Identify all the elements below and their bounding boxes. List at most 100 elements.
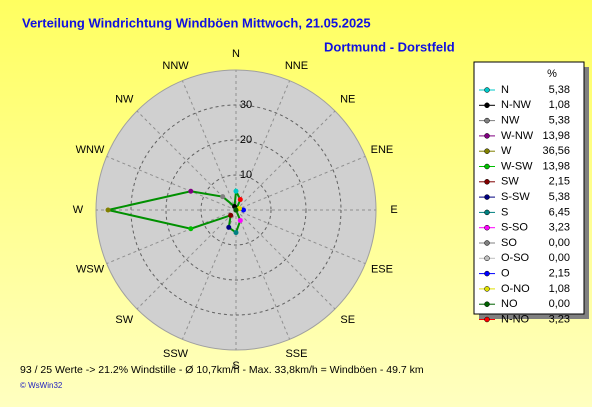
legend-marker: [484, 240, 490, 246]
wind-point: [228, 212, 234, 218]
spoke: [136, 110, 237, 211]
legend-label: W-NW: [501, 130, 534, 142]
legend-value: 0,00: [549, 237, 570, 249]
direction-label: E: [390, 204, 397, 216]
legend-value: 3,23: [549, 222, 570, 234]
legend-value: 0,00: [549, 252, 570, 264]
chart-title: Verteilung Windrichtung Windböen Mittwoc…: [22, 15, 371, 30]
wind-point: [241, 207, 247, 213]
grid-ring: [200, 174, 272, 246]
grid-ring: [165, 139, 307, 281]
legend-value: 0,00: [549, 298, 570, 310]
legend-label: S-SO: [501, 222, 528, 234]
legend-marker: [484, 286, 490, 292]
legend-label: W-SW: [501, 160, 533, 172]
legend-value: 3,23: [549, 313, 570, 325]
spoke: [106, 155, 237, 211]
legend-value: 2,15: [549, 268, 570, 280]
legend-label: S: [501, 206, 508, 218]
direction-label: NW: [115, 94, 134, 106]
legend-label: N-NW: [501, 99, 532, 111]
legend-label: NW: [501, 115, 520, 127]
r-tick-label: 20: [240, 134, 252, 146]
legend-marker: [484, 224, 490, 231]
spoke: [181, 80, 237, 211]
wind-point: [105, 207, 111, 213]
direction-label: NE: [340, 94, 355, 106]
legend-value: 2,15: [549, 176, 570, 188]
spoke: [235, 155, 366, 211]
spoke: [136, 209, 237, 310]
direction-label: NNW: [162, 60, 189, 72]
wind-point: [226, 224, 232, 230]
direction-label: WSW: [76, 264, 105, 276]
direction-label: ENE: [371, 144, 394, 156]
wind-point: [188, 226, 194, 232]
grid-ring: [130, 104, 342, 316]
legend-marker: [484, 102, 490, 109]
spoke: [235, 110, 336, 211]
legend-value: 6,45: [549, 206, 570, 218]
legend-marker: [484, 301, 490, 307]
direction-label: SE: [340, 314, 355, 326]
legend-label: SW: [501, 176, 519, 188]
legend-value: 5,38: [549, 191, 570, 203]
spoke: [235, 209, 336, 310]
direction-label: SSE: [285, 348, 307, 360]
wind-point: [233, 188, 239, 194]
legend-marker: [484, 316, 490, 323]
direction-label: SSW: [163, 348, 189, 360]
legend-marker: [484, 209, 490, 216]
legend-label: S-SW: [501, 191, 530, 203]
wind-point: [237, 217, 243, 223]
legend-box: [473, 61, 585, 315]
legend-value: 13,98: [542, 130, 570, 142]
legend-marker: [484, 117, 490, 124]
legend-label: NO: [501, 298, 518, 310]
wind-point: [220, 194, 226, 200]
wind-point: [237, 197, 243, 203]
wind-point: [233, 230, 239, 236]
legend-label: W: [501, 145, 512, 157]
direction-label: ESE: [371, 264, 393, 276]
legend-label: N-NO: [501, 313, 530, 325]
legend-label: O-NO: [501, 283, 530, 295]
spoke: [235, 209, 291, 340]
spoke: [106, 209, 237, 265]
direction-label: NNE: [285, 60, 308, 72]
legend-marker: [484, 148, 490, 154]
legend-label: SO: [501, 237, 517, 249]
legend-label: O-SO: [501, 252, 530, 264]
legend-marker: [484, 255, 490, 262]
credit: © WsWin32: [20, 381, 63, 390]
legend-value: 1,08: [549, 283, 570, 295]
legend-marker: [484, 194, 490, 200]
legend-marker: [484, 270, 490, 277]
legend-header: %: [547, 68, 557, 80]
r-tick-label: 30: [240, 99, 252, 111]
legend-value: 5,38: [549, 84, 570, 96]
legend-label: N: [501, 84, 509, 96]
direction-label: SW: [115, 314, 133, 326]
wind-point: [233, 207, 239, 213]
legend-value: 5,38: [549, 115, 570, 127]
direction-label: WNW: [76, 144, 105, 156]
footer: 93 / 25 Werte -> 21.2% Windstille - Ø 10…: [20, 364, 424, 376]
legend-value: 1,08: [549, 99, 570, 111]
legend-label: O: [501, 268, 510, 280]
legend-value: 36,56: [542, 145, 570, 157]
spoke: [235, 80, 291, 211]
direction-label: N: [232, 48, 240, 60]
spoke: [181, 209, 237, 340]
spoke: [235, 209, 366, 265]
legend-marker: [484, 133, 490, 139]
r-tick-label: 10: [240, 169, 252, 181]
legend-value: 13,98: [542, 160, 570, 172]
wind-point: [188, 188, 194, 194]
chart-subtitle: Dortmund - Dorstfeld: [324, 39, 455, 54]
direction-label: S: [232, 360, 239, 372]
legend-marker: [484, 179, 490, 185]
legend-marker: [484, 163, 490, 170]
legend-marker: [484, 87, 490, 93]
